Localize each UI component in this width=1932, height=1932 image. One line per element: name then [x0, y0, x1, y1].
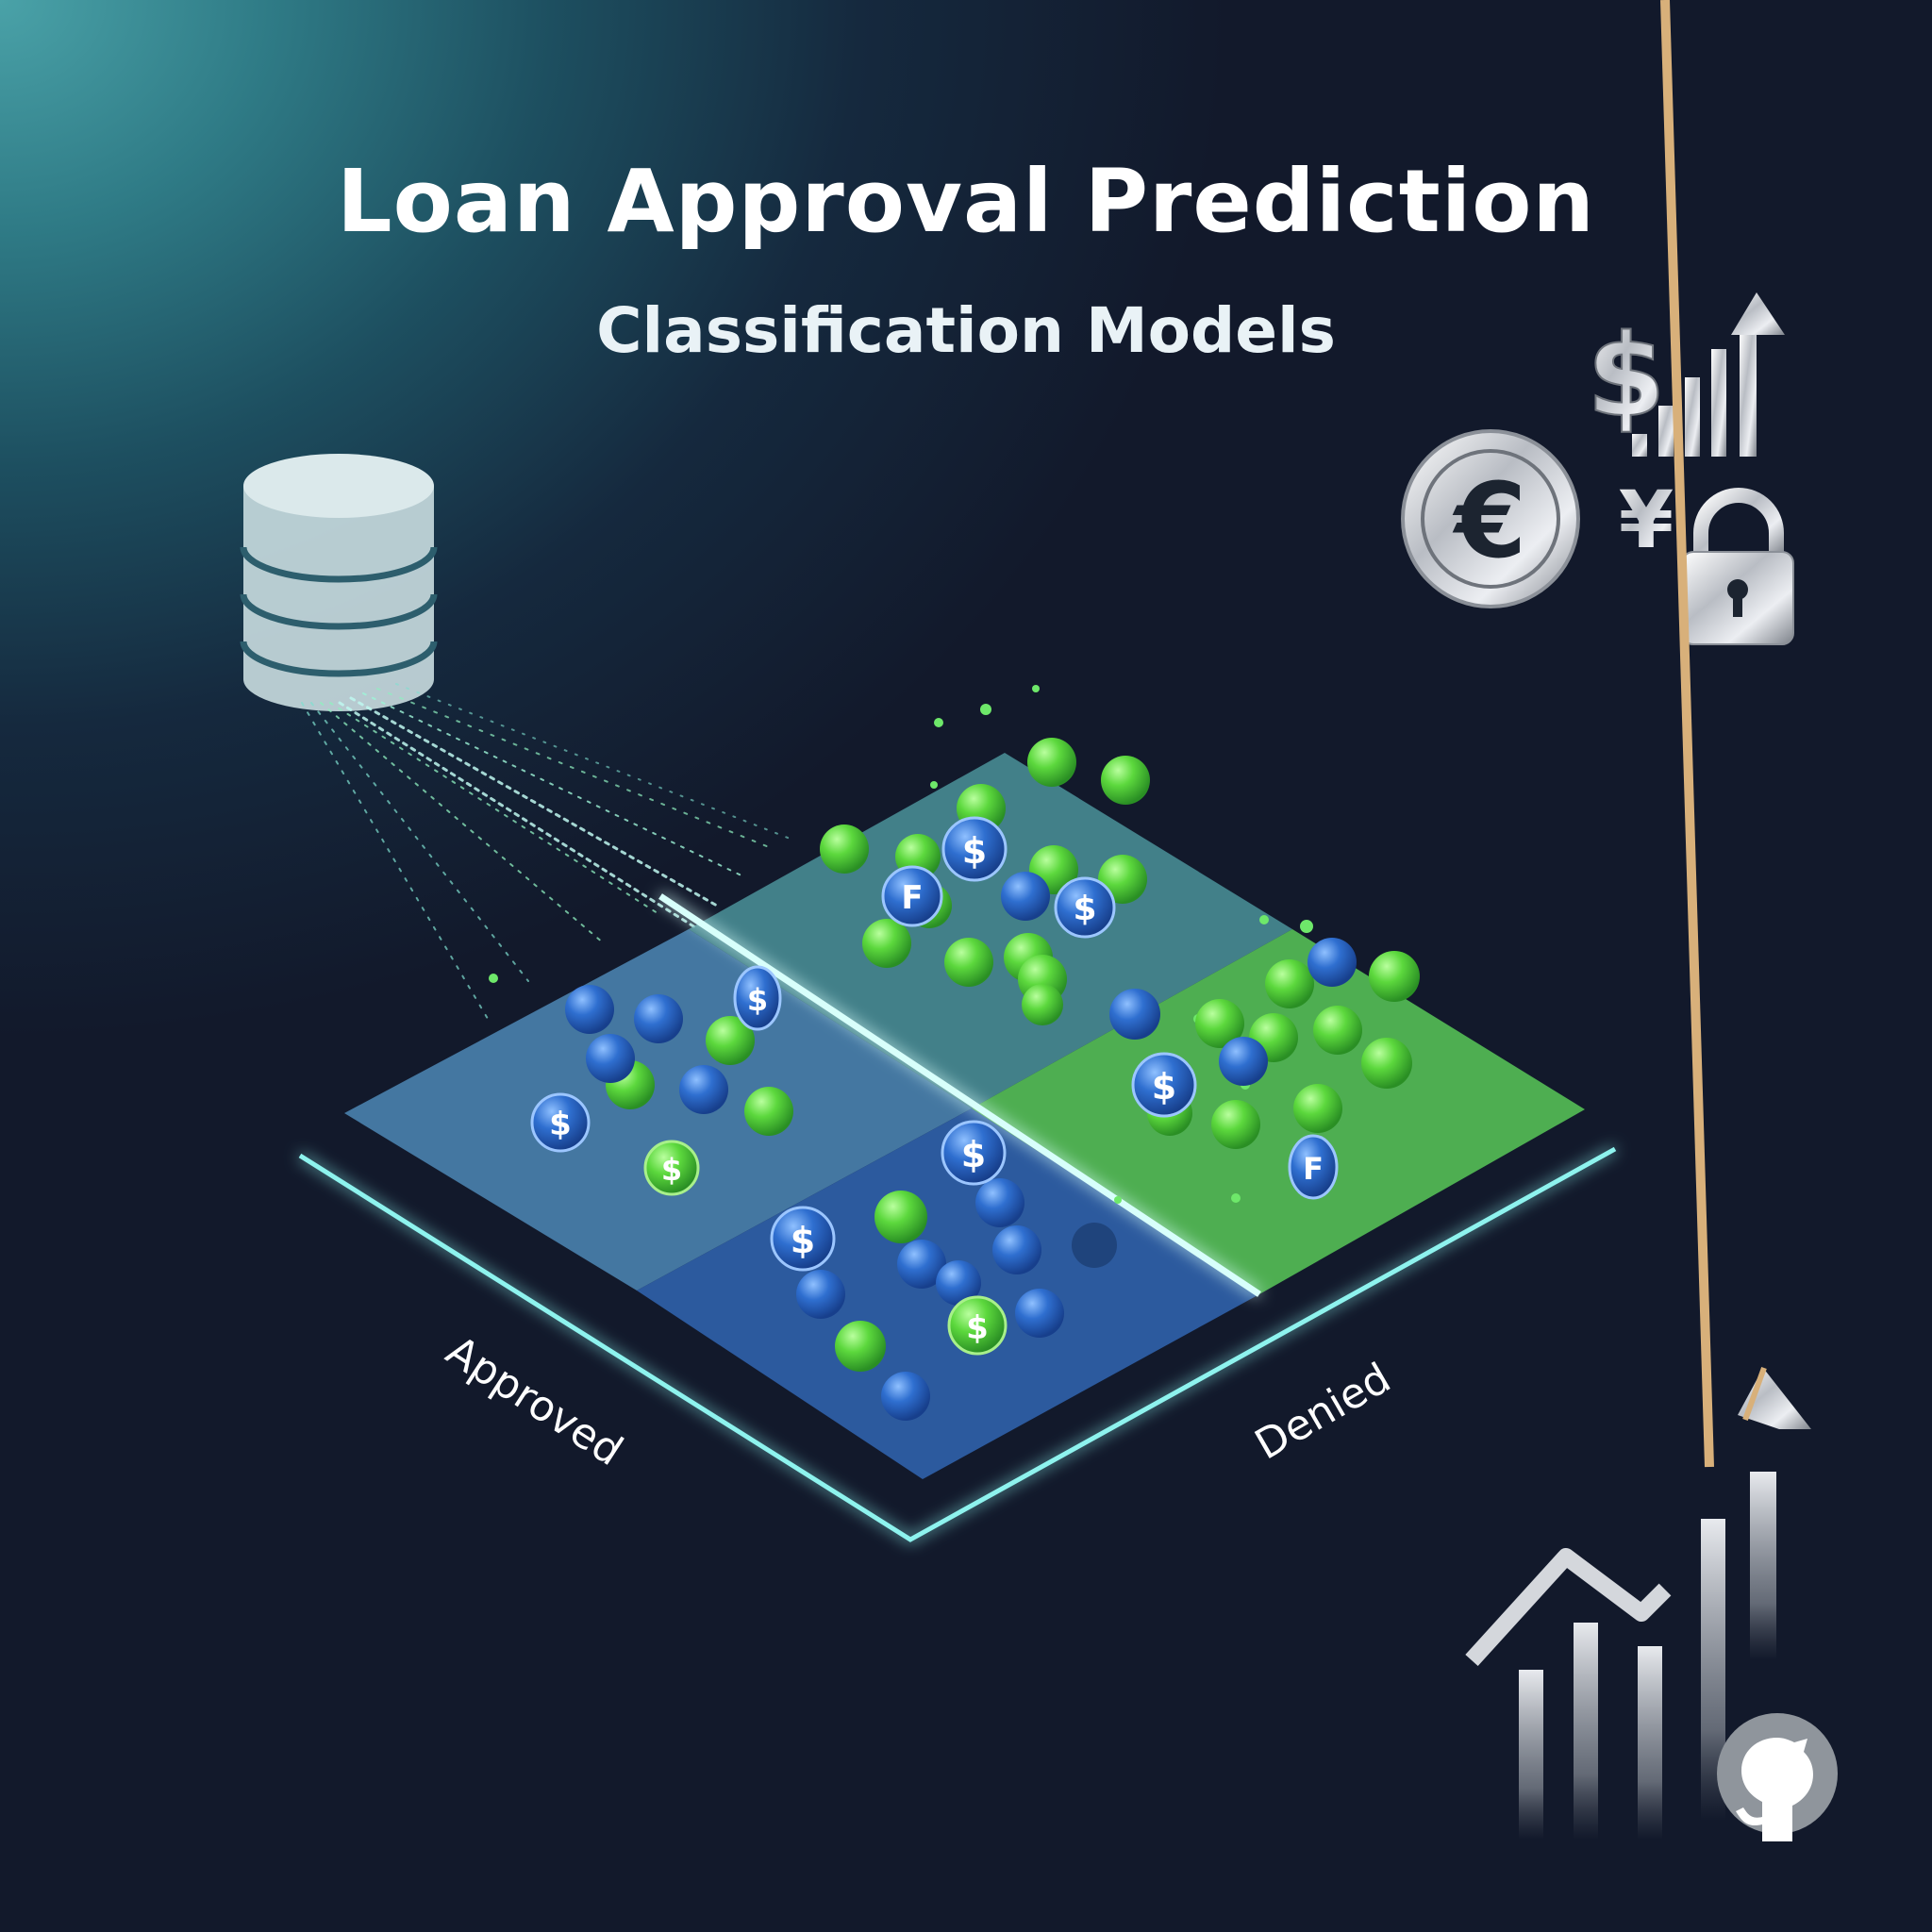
svg-text:¥: ¥ — [1619, 474, 1674, 566]
data-point — [1313, 1006, 1362, 1055]
data-point — [1361, 1038, 1412, 1089]
coin-marker: $ — [530, 1092, 591, 1153]
svg-text:$: $ — [1073, 890, 1096, 928]
github-icon[interactable] — [1717, 1713, 1838, 1841]
svg-text:$: $ — [791, 1220, 815, 1261]
data-point — [1293, 1084, 1342, 1133]
data-point — [796, 1270, 845, 1319]
dollar-sign-icon: $ — [1586, 310, 1667, 443]
quadrant-back — [689, 753, 1292, 1108]
data-point — [1101, 756, 1150, 805]
coin-marker: $ — [947, 1295, 1008, 1356]
svg-text:$: $ — [1587, 311, 1666, 442]
denied-points — [565, 872, 1357, 1421]
page-subtitle: Classification Models — [596, 294, 1336, 367]
quadrant-left — [344, 929, 972, 1291]
coin-marker: $ — [733, 965, 782, 1031]
data-point — [706, 1016, 755, 1065]
signal-bars-arrow-icon — [1632, 292, 1785, 457]
data-point — [634, 994, 683, 1043]
data-point — [1022, 984, 1063, 1025]
decision-boundary — [658, 893, 1261, 1297]
svg-text:€: € — [1452, 460, 1527, 581]
data-point — [1265, 959, 1314, 1008]
data-point — [1219, 1037, 1268, 1086]
data-stream — [301, 683, 793, 1024]
page-title: Loan Approval Prediction — [337, 151, 1595, 252]
database-icon — [240, 454, 438, 711]
data-point — [744, 1087, 793, 1136]
svg-text:F: F — [1303, 1151, 1324, 1187]
data-point — [1072, 1223, 1117, 1268]
data-point — [565, 985, 614, 1034]
coin-marker: $ — [941, 816, 1008, 882]
approved-label: Approved — [438, 1326, 631, 1475]
coin-marker: $ — [1131, 1052, 1197, 1118]
data-point — [1001, 872, 1050, 921]
data-point — [1307, 938, 1357, 987]
data-point — [862, 919, 911, 968]
yen-sign-icon: ¥ — [1619, 474, 1674, 566]
base-frame — [298, 1146, 1617, 1542]
padlock-icon — [1681, 488, 1794, 645]
svg-text:$: $ — [747, 982, 768, 1018]
data-point — [1109, 989, 1160, 1040]
data-point — [1015, 1289, 1064, 1338]
data-point — [586, 1034, 635, 1083]
data-point — [881, 1372, 930, 1421]
growth-chart-arrow-icon — [1465, 0, 1811, 1840]
coin-marker: $ — [770, 1206, 836, 1272]
coin-markers: $ $ F $ $ $ $ $ $ $ F — [530, 816, 1339, 1356]
svg-text:$: $ — [549, 1106, 572, 1143]
svg-text:F: F — [901, 879, 923, 917]
data-point — [1369, 951, 1420, 1002]
data-point — [992, 1225, 1041, 1274]
data-point — [936, 1260, 981, 1306]
data-point — [835, 1321, 886, 1372]
euro-coin-icon: € — [1401, 429, 1580, 608]
denied-label: Denied — [1247, 1354, 1399, 1469]
svg-text:$: $ — [962, 830, 987, 872]
svg-text:$: $ — [961, 1134, 986, 1175]
particles — [489, 685, 1313, 1204]
svg-text:$: $ — [1152, 1066, 1176, 1108]
coin-marker: $ — [1054, 876, 1116, 939]
data-point — [975, 1178, 1024, 1227]
data-point — [1027, 738, 1076, 787]
svg-text:$: $ — [661, 1152, 682, 1188]
data-point — [944, 938, 993, 987]
svg-text:$: $ — [966, 1309, 989, 1347]
coin-marker: $ — [941, 1120, 1007, 1186]
coin-marker: F — [1288, 1134, 1339, 1200]
coin-marker: $ — [643, 1140, 700, 1196]
data-point — [874, 1191, 927, 1243]
data-point — [679, 1065, 728, 1114]
data-point — [1211, 1100, 1260, 1149]
data-point — [897, 1240, 946, 1289]
data-point — [1195, 999, 1244, 1048]
coin-marker: F — [881, 865, 943, 927]
data-point — [820, 824, 869, 874]
